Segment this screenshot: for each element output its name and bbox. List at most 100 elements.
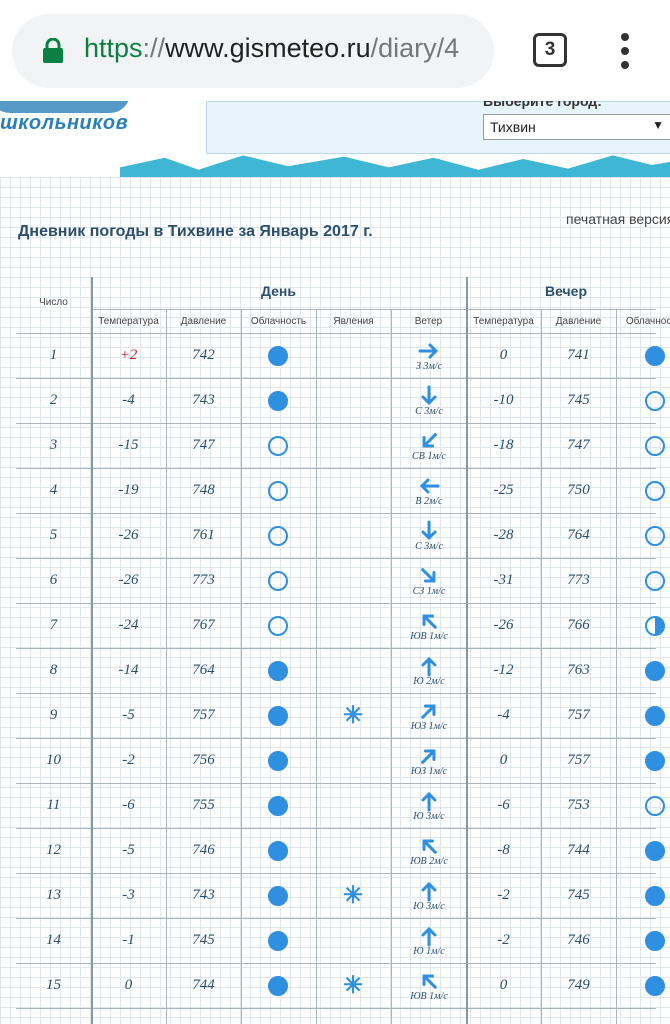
row-divider bbox=[16, 963, 656, 964]
url-scheme: https bbox=[84, 33, 143, 63]
column-divider bbox=[541, 309, 542, 1024]
city-select[interactable]: Тихвин ▼ bbox=[483, 114, 670, 140]
column-header: Давление bbox=[180, 316, 227, 327]
site-logo[interactable]: школьников bbox=[0, 112, 129, 134]
day-temperature: +2 bbox=[119, 346, 138, 363]
url-path: /diary/4 bbox=[370, 33, 460, 63]
evening-temperature: -25 bbox=[493, 481, 514, 498]
wind-direction-arrow-icon bbox=[422, 974, 437, 989]
column-divider bbox=[166, 309, 167, 1024]
wind-direction-arrow-icon bbox=[421, 926, 437, 947]
column-header-day-number: Число bbox=[39, 297, 68, 308]
overcast-icon bbox=[645, 975, 665, 996]
row-divider bbox=[16, 693, 656, 694]
evening-temperature: 0 bbox=[499, 346, 508, 363]
evening-pressure: 745 bbox=[567, 886, 590, 903]
row-divider bbox=[16, 558, 656, 559]
overcast-icon bbox=[268, 840, 288, 861]
column-header: Явления bbox=[333, 316, 374, 327]
day-number: 6 bbox=[49, 571, 58, 588]
day-number: 11 bbox=[46, 796, 61, 813]
day-temperature: -5 bbox=[122, 841, 135, 858]
day-number: 13 bbox=[46, 886, 61, 903]
row-divider bbox=[16, 783, 656, 784]
wind-speed: ЮВ 1м/с bbox=[410, 991, 448, 1002]
day-pressure: 745 bbox=[192, 931, 215, 948]
row-divider bbox=[16, 513, 656, 514]
day-number: 12 bbox=[46, 841, 61, 858]
snow-icon: ✳ bbox=[342, 971, 364, 999]
overcast-icon bbox=[645, 750, 665, 771]
wind-direction-arrow-icon bbox=[421, 656, 437, 677]
day-pressure: 746 bbox=[192, 841, 215, 858]
row-divider bbox=[16, 873, 656, 874]
wind-speed: Ю 2м/с bbox=[413, 676, 445, 687]
overcast-icon bbox=[645, 705, 665, 726]
clear-sky-icon bbox=[268, 570, 288, 591]
address-bar[interactable]: https://www.gismeteo.ru/diary/4 bbox=[12, 14, 494, 88]
column-header: Температура bbox=[98, 316, 159, 327]
overcast-icon bbox=[268, 660, 288, 681]
day-temperature: -5 bbox=[122, 706, 135, 723]
day-pressure: 747 bbox=[192, 436, 215, 453]
day-number: 14 bbox=[46, 931, 61, 948]
site-header: школьников Выберите город: Тихвин ▼ bbox=[0, 101, 670, 177]
day-temperature: -15 bbox=[118, 436, 139, 453]
day-number: 15 bbox=[46, 976, 61, 993]
day-pressure: 761 bbox=[192, 526, 215, 543]
evening-pressure: 764 bbox=[567, 526, 590, 543]
day-pressure: 743 bbox=[192, 391, 215, 408]
evening-temperature: -4 bbox=[497, 706, 510, 723]
evening-pressure: 763 bbox=[567, 661, 590, 678]
clear-sky-icon bbox=[645, 435, 665, 456]
day-number: 9 bbox=[49, 706, 58, 723]
wind-speed: ЮВ 2м/с bbox=[410, 856, 448, 867]
column-header: Облачность bbox=[250, 316, 307, 327]
day-pressure: 764 bbox=[192, 661, 215, 678]
browser-toolbar: https://www.gismeteo.ru/diary/4 3 bbox=[0, 0, 670, 101]
print-version-link[interactable]: печатная версия bbox=[566, 211, 670, 227]
group-header-day: День bbox=[261, 283, 296, 299]
wind-speed: Ю 1м/с bbox=[413, 946, 445, 957]
header-group-line bbox=[91, 309, 656, 310]
row-divider bbox=[16, 1008, 656, 1009]
clear-sky-icon bbox=[645, 390, 665, 411]
evening-pressure: 757 bbox=[567, 751, 590, 768]
column-divider bbox=[91, 277, 93, 1024]
day-number: 10 bbox=[46, 751, 61, 768]
overcast-icon bbox=[645, 885, 665, 906]
evening-temperature: -6 bbox=[497, 796, 510, 813]
wind-direction-arrow-icon bbox=[421, 520, 437, 541]
evening-temperature: -10 bbox=[493, 391, 514, 408]
clear-sky-icon bbox=[645, 795, 665, 816]
evening-pressure: 773 bbox=[567, 571, 590, 588]
evening-pressure: 745 bbox=[567, 391, 590, 408]
column-divider bbox=[466, 277, 468, 1024]
day-number: 8 bbox=[49, 661, 58, 678]
tab-switcher-button[interactable]: 3 bbox=[533, 33, 567, 67]
day-temperature: -14 bbox=[118, 661, 139, 678]
evening-pressure: 766 bbox=[567, 616, 590, 633]
day-number: 5 bbox=[49, 526, 58, 543]
wind-speed: В 2м/с bbox=[415, 496, 443, 507]
day-pressure: 767 bbox=[192, 616, 215, 633]
diary-content: печатная версия Дневник погоды в Тихвине… bbox=[0, 177, 670, 1024]
overcast-icon bbox=[268, 390, 288, 411]
day-temperature: -1 bbox=[122, 931, 135, 948]
row-divider bbox=[16, 648, 656, 649]
wind-speed: Ю 3м/с bbox=[413, 901, 445, 912]
column-divider bbox=[616, 309, 617, 1024]
day-temperature: -26 bbox=[118, 571, 139, 588]
day-temperature: 0 bbox=[124, 976, 133, 993]
evening-temperature: 0 bbox=[499, 751, 508, 768]
dropdown-arrow-icon: ▼ bbox=[652, 118, 664, 132]
snow-icon: ✳ bbox=[342, 701, 364, 729]
evening-temperature: -8 bbox=[497, 841, 510, 858]
day-pressure: 773 bbox=[192, 571, 215, 588]
row-divider bbox=[16, 738, 656, 739]
wind-speed: ЮВ 1м/с bbox=[410, 631, 448, 642]
snow-icon: ✳ bbox=[342, 881, 364, 909]
wind-speed: С 3м/с bbox=[415, 541, 443, 552]
overflow-menu-icon[interactable] bbox=[613, 33, 637, 69]
clear-sky-icon bbox=[268, 525, 288, 546]
